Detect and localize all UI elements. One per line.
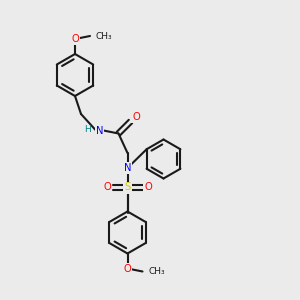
Text: H: H (84, 124, 91, 134)
Text: O: O (124, 263, 131, 274)
Text: CH₃: CH₃ (148, 267, 165, 276)
Text: O: O (71, 34, 79, 44)
Text: S: S (124, 182, 130, 193)
Text: O: O (144, 182, 152, 193)
Text: CH₃: CH₃ (96, 32, 112, 40)
Text: O: O (132, 112, 140, 122)
Text: N: N (124, 163, 131, 173)
Text: O: O (103, 182, 111, 193)
Text: N: N (96, 125, 103, 136)
